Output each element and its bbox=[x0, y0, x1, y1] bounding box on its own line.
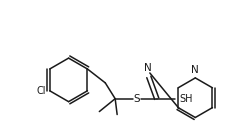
Text: SH: SH bbox=[179, 94, 192, 104]
Text: N: N bbox=[143, 63, 151, 73]
Text: Cl: Cl bbox=[36, 86, 46, 96]
Text: N: N bbox=[191, 65, 198, 75]
Text: S: S bbox=[133, 94, 140, 104]
